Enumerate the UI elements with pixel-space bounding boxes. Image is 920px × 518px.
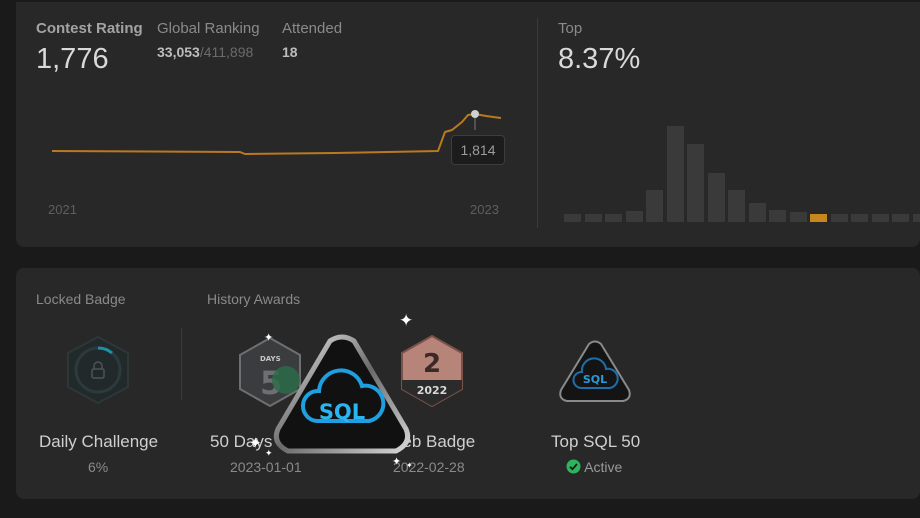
- sparkle-icon: ✦: [265, 448, 273, 458]
- locked-badge-title: Locked Badge: [36, 291, 126, 307]
- top-sql-50-status: Active: [566, 459, 622, 475]
- contest-rating-card: [16, 2, 920, 247]
- stats-divider: [537, 18, 538, 228]
- global-ranking-rank: 33,053: [157, 44, 200, 60]
- histogram-bar[interactable]: [564, 214, 581, 222]
- sparkle-icon: ✦: [249, 435, 262, 452]
- histogram-bar[interactable]: [646, 190, 663, 222]
- featured-sql-badge-icon[interactable]: SQL: [272, 333, 412, 457]
- rating-tooltip: 1,814: [451, 135, 505, 165]
- attended-label: Attended: [282, 20, 343, 37]
- histogram-bar[interactable]: [749, 203, 766, 222]
- feb-badge-name: Feb Badge: [392, 432, 476, 451]
- 50-days-badge-date: 2023-01-01: [230, 459, 302, 475]
- feb-badge-date: 2022-02-28: [393, 459, 465, 475]
- sql-badge-icon[interactable]: SQL: [557, 338, 633, 404]
- histogram-bar[interactable]: [687, 144, 704, 222]
- global-ranking-total: /411,898: [199, 44, 254, 60]
- histogram-bar[interactable]: [851, 214, 868, 222]
- histogram-bar[interactable]: [872, 214, 889, 222]
- top-sql-50-badge-name: Top SQL 50: [551, 432, 641, 451]
- histogram-bar[interactable]: [708, 173, 725, 222]
- sql-badge-text: SQL: [583, 373, 607, 386]
- daily-challenge-locked-icon[interactable]: [64, 335, 132, 405]
- history-awards-title: History Awards: [207, 291, 301, 307]
- locked-badge-progress: 6%: [88, 459, 109, 475]
- top-sql-50-status-text: Active: [584, 459, 623, 475]
- histogram-bar[interactable]: [626, 211, 643, 222]
- attended-value: 18: [282, 44, 298, 60]
- x-axis-start-label: 2021: [48, 202, 77, 217]
- rating-distribution-histogram[interactable]: [564, 122, 920, 222]
- global-ranking-value: 33,053/411,898: [157, 44, 253, 60]
- locked-badge-name: Daily Challenge: [39, 432, 159, 451]
- badges-divider: [181, 328, 182, 400]
- top-label: Top: [558, 20, 583, 37]
- badge-days-text: DAYS: [260, 355, 281, 363]
- histogram-bar[interactable]: [892, 214, 909, 222]
- histogram-bar[interactable]: [605, 214, 622, 222]
- histogram-bar[interactable]: [831, 214, 848, 222]
- histogram-bar[interactable]: [769, 210, 786, 222]
- contest-rating-value: 1,776: [36, 43, 109, 75]
- global-ranking-label: Global Ranking: [157, 20, 260, 37]
- histogram-bar[interactable]: [728, 190, 745, 222]
- top-percentage-value: 8.37%: [558, 43, 641, 75]
- histogram-bar[interactable]: [810, 214, 827, 222]
- sparkle-icon: ✦: [399, 311, 414, 330]
- sparkle-icon: ✦: [264, 332, 274, 344]
- contest-rating-label: Contest Rating: [36, 20, 143, 37]
- x-axis-end-label: 2023: [470, 202, 499, 217]
- rating-line-chart[interactable]: [40, 100, 520, 170]
- badges-card: [16, 268, 920, 499]
- histogram-bar[interactable]: [790, 212, 807, 222]
- histogram-bar[interactable]: [913, 214, 920, 222]
- 50-days-badge-icon[interactable]: DAYS 5: [236, 336, 304, 408]
- rating-hover-point[interactable]: [471, 110, 479, 118]
- sparkle-icon: ✦: [392, 456, 402, 468]
- feb-badge-year: 2022: [417, 384, 448, 397]
- feb-badge-icon[interactable]: 2 2022: [398, 334, 466, 408]
- featured-sql-text: SQL: [319, 400, 365, 424]
- histogram-bar[interactable]: [585, 214, 602, 222]
- sparkle-icon: ✦: [406, 461, 413, 470]
- histogram-bar[interactable]: [667, 126, 684, 222]
- feb-badge-number: 2: [423, 349, 441, 379]
- check-circle-icon: [566, 459, 581, 474]
- rating-line: [51, 113, 502, 155]
